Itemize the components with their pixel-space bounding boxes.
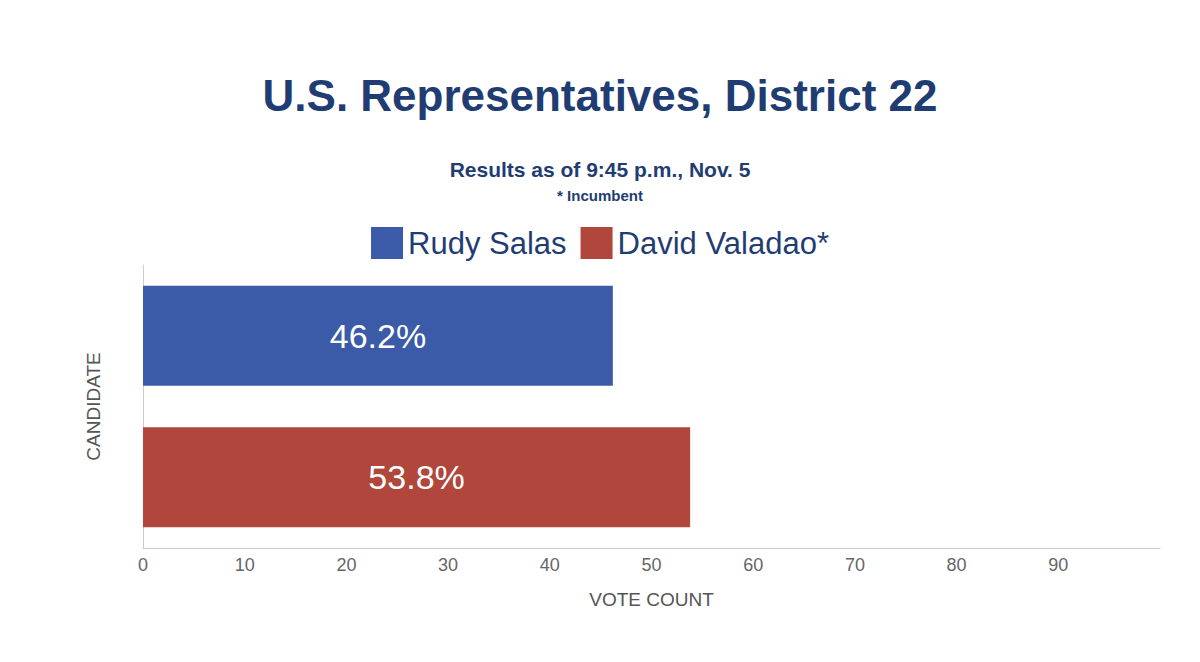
svg-text:CANDIDATE: CANDIDATE xyxy=(83,352,104,460)
svg-text:53.8%: 53.8% xyxy=(368,458,464,496)
svg-text:Rudy Salas: Rudy Salas xyxy=(408,226,567,261)
svg-text:20: 20 xyxy=(336,555,356,575)
svg-text:60: 60 xyxy=(743,555,763,575)
svg-text:90: 90 xyxy=(1048,555,1068,575)
svg-text:* Incumbent: * Incumbent xyxy=(557,187,643,204)
svg-text:U.S. Representatives, District: U.S. Representatives, District 22 xyxy=(263,71,938,120)
svg-text:Results as of 9:45 p.m., Nov.: Results as of 9:45 p.m., Nov. 5 xyxy=(450,158,751,181)
svg-text:David Valadao*: David Valadao* xyxy=(618,226,829,261)
svg-text:0: 0 xyxy=(138,555,148,575)
svg-text:30: 30 xyxy=(438,555,458,575)
svg-text:VOTE COUNT: VOTE COUNT xyxy=(589,589,714,610)
svg-text:10: 10 xyxy=(235,555,255,575)
svg-text:40: 40 xyxy=(540,555,560,575)
svg-text:50: 50 xyxy=(641,555,661,575)
svg-text:46.2%: 46.2% xyxy=(330,317,426,355)
svg-text:70: 70 xyxy=(845,555,865,575)
svg-text:80: 80 xyxy=(947,555,967,575)
